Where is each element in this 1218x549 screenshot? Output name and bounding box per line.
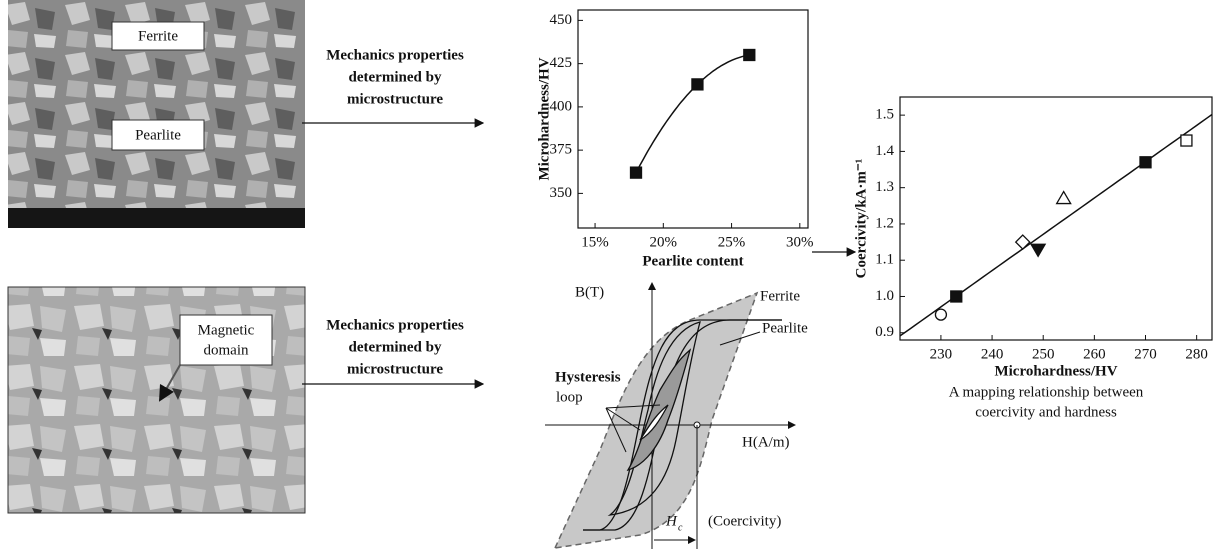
- h-axis-label: H(A/m): [742, 434, 790, 450]
- ferrite-label: Ferrite: [760, 288, 800, 304]
- pointer: [605, 404, 661, 409]
- arrow-text: Mechanics properties: [326, 317, 464, 333]
- label-box: [111, 119, 205, 151]
- point: [743, 48, 756, 62]
- y-tick-label: 1.3: [875, 179, 894, 195]
- point: [629, 166, 643, 179]
- x-tick-label: 20%: [650, 234, 678, 250]
- loop-label: loop: [556, 389, 583, 405]
- ferrite-label: Ferrite: [138, 28, 178, 44]
- x-tick-label: 25%: [718, 234, 746, 250]
- micrograph-top: Ferrite Pearlite: [8, 0, 305, 228]
- x-tick-label: 30%: [786, 234, 814, 250]
- scale-bar-strip: [8, 208, 305, 228]
- y-tick-label: 1.2: [875, 215, 894, 231]
- point: [1180, 134, 1193, 147]
- x-axis-title: Microhardness/HV: [994, 363, 1117, 379]
- pearlite-label: Pearlite: [135, 127, 181, 143]
- charts: 15% 20% 25% 30% 350 375 400 425 450 Pearlite cont…: [536, 9, 1213, 420]
- x-tick-label: 260: [1083, 346, 1106, 362]
- y-tick-label: 1.0: [875, 288, 894, 304]
- arrow-text: microstructure: [347, 361, 443, 377]
- point: [1139, 156, 1152, 169]
- y-tick-label: 1.4: [875, 143, 894, 159]
- domain-label: domain: [204, 342, 249, 358]
- y-tick-label: 1.5: [875, 107, 894, 123]
- x-tick-label: 250: [1032, 346, 1055, 362]
- y-tick-label: 375: [550, 142, 573, 158]
- y-tick-label: 450: [550, 12, 573, 28]
- x-axis-title: Pearlite content: [642, 253, 743, 269]
- y-tick-label: 425: [550, 55, 573, 71]
- plot-frame: [577, 9, 809, 229]
- point: [1014, 234, 1031, 250]
- hysteresis-diagram: B(T) H(A/m) Ferrite Pearlite Hysteresis …: [545, 282, 808, 549]
- arrow-text: determined by: [349, 339, 442, 355]
- arrow-text: determined by: [349, 69, 442, 85]
- ferrite-loop: [583, 319, 782, 531]
- x-tick-label: 270: [1134, 346, 1157, 362]
- x-tick-label: 230: [930, 346, 953, 362]
- y-axis-title: Microhardness/HV: [536, 57, 552, 180]
- arrow-text: microstructure: [347, 91, 443, 107]
- point: [691, 78, 704, 91]
- point: [1055, 190, 1072, 205]
- point: [934, 308, 948, 321]
- caption: A mapping relationship between: [949, 384, 1144, 400]
- arrow-text: Mechanics properties: [326, 47, 464, 63]
- arrow-text-bottom: Mechanics properties determined by micro…: [326, 317, 464, 377]
- y-tick-label: 1.1: [875, 252, 894, 268]
- x-tick-label: 280: [1185, 346, 1208, 362]
- x-tick-label: 15%: [581, 234, 609, 250]
- pointer: [159, 364, 181, 402]
- y-tick-label: 400: [550, 98, 573, 114]
- y-tick-label: 350: [550, 185, 573, 201]
- pointer: [605, 407, 641, 431]
- arrow-text-top: Mechanics properties determined by micro…: [326, 47, 464, 107]
- y-tick-label: 0.9: [875, 324, 894, 340]
- point: [1029, 243, 1047, 258]
- pointer: [719, 331, 761, 346]
- label-box: [179, 314, 273, 366]
- caption: coercivity and hardness: [975, 404, 1117, 420]
- inner-loop: [639, 404, 669, 441]
- inner-loop: [626, 348, 692, 472]
- hc-subscript: c: [678, 522, 683, 533]
- loop-label: Hysteresis: [555, 369, 621, 385]
- pearlite-label: Pearlite: [762, 320, 808, 336]
- hc-label: H: [665, 513, 678, 529]
- label-box: [111, 21, 205, 51]
- x-tick-label: 240: [981, 346, 1004, 362]
- b-axis-label: B(T): [575, 284, 604, 300]
- trendline: [899, 113, 1213, 337]
- trendline: [635, 54, 750, 173]
- micrograph-bottom: Magnetic domain: [7, 286, 306, 514]
- point: [950, 290, 963, 303]
- coercivity-label: (Coercivity): [708, 513, 781, 529]
- pointer: [605, 407, 627, 453]
- plot-frame: [899, 96, 1213, 341]
- domain-label: Magnetic: [198, 322, 255, 338]
- y-axis-title: Coercivity/kA·m⁻¹: [853, 159, 869, 279]
